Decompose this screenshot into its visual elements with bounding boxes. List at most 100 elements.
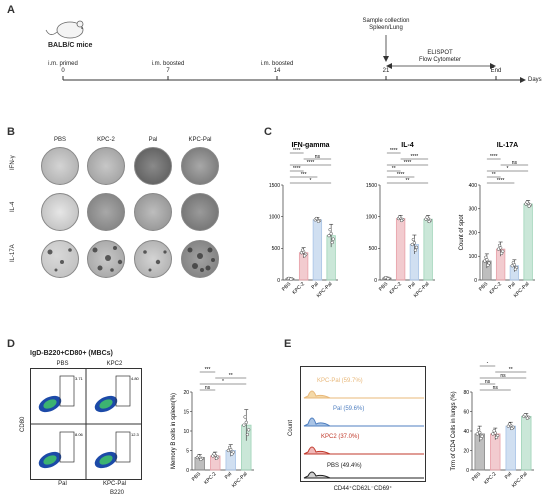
event-day-1: 7	[166, 68, 170, 74]
flow-gate-value: 8.06	[75, 432, 84, 437]
data-point	[302, 254, 307, 258]
data-point	[316, 219, 321, 224]
y-tick-label: 60	[463, 409, 469, 415]
elispot-well	[181, 147, 219, 185]
significance-label: ns	[500, 373, 506, 379]
data-point	[244, 420, 248, 425]
significance-label: ****	[490, 154, 498, 160]
panel-c-letter: C	[264, 126, 272, 138]
x-tick-label: KPC-Pal	[513, 281, 531, 299]
axis-unit-days: Days	[528, 77, 542, 83]
significance-label: **	[392, 166, 396, 172]
y-tick-label: 500	[272, 246, 281, 252]
panel-d-letter: D	[7, 338, 15, 350]
y-tick-label: 5	[186, 448, 189, 454]
data-point	[247, 428, 251, 432]
hist-x-axis: CD44⁺CD62L⁻CD69⁺	[333, 486, 393, 492]
flow-label-pbs: PBS	[56, 361, 69, 367]
significance-label: *	[487, 362, 489, 367]
panel-e-letter: E	[284, 338, 292, 350]
significance-label: ****	[293, 148, 301, 154]
significance-label: ****	[390, 148, 398, 154]
data-point	[331, 237, 335, 241]
elispot-well	[134, 193, 172, 231]
x-tick-label: KPC-2	[203, 471, 218, 486]
y-tick-label: 1000	[366, 214, 377, 220]
x-tick-label: Pal	[504, 471, 513, 480]
hist-label-pal: Pal (59.6%)	[333, 406, 365, 412]
x-tick-label: KPC-2	[488, 281, 503, 296]
elispot-row-il17a: IL-17A	[10, 244, 16, 262]
data-point	[314, 216, 319, 221]
histogram-pal	[303, 417, 424, 427]
data-point	[484, 255, 488, 259]
flow-gates	[59, 375, 131, 463]
y-tick-label: 20	[183, 390, 189, 396]
chart-title: IL-17A	[497, 142, 518, 149]
event-label-0: i.m. primed	[48, 61, 78, 67]
significance-label: **	[406, 178, 410, 184]
bar	[521, 415, 532, 471]
data-point	[486, 263, 490, 267]
data-point	[230, 452, 234, 456]
y-axis-label: Memory B cells in spleen(%)	[171, 393, 177, 469]
data-point	[196, 454, 201, 458]
data-point	[497, 243, 502, 248]
y-tick-label: 0	[474, 278, 477, 284]
y-axis-label: Trm of CD4 Cells in lungs (%)	[451, 391, 457, 470]
significance-label: ****	[307, 160, 315, 166]
flow-label-kpcpal: KPC-Pal	[102, 481, 126, 487]
y-tick-label: 1500	[269, 183, 280, 189]
elispot-well	[181, 193, 219, 231]
data-point	[412, 241, 417, 245]
significance-label: ****	[497, 178, 505, 184]
data-point	[525, 200, 529, 204]
data-point	[475, 432, 479, 436]
data-point	[414, 245, 419, 250]
flow-cluster	[38, 395, 118, 469]
data-point	[411, 237, 416, 242]
data-point	[425, 215, 429, 219]
data-point	[243, 415, 247, 419]
data-point	[510, 426, 514, 431]
significance-label: ****	[397, 172, 405, 178]
data-point	[492, 429, 496, 433]
elispot-well	[41, 240, 79, 278]
significance-label: ****	[410, 154, 418, 160]
timeline-figure	[45, 20, 526, 83]
significance-label: ***	[205, 367, 211, 373]
significance-label: *	[310, 178, 312, 184]
elispot-row-il4: IL-4	[10, 201, 16, 212]
bar	[423, 218, 433, 281]
x-tick-label: KPC-Pal	[231, 471, 249, 489]
significance-label: **	[492, 172, 496, 178]
data-point	[410, 242, 414, 247]
elispot-col-pbs: PBS	[53, 137, 66, 143]
data-point	[494, 435, 499, 440]
bar	[523, 203, 533, 281]
data-point	[507, 422, 512, 426]
x-tick-label: Pal	[507, 281, 516, 290]
y-tick-label: 0	[374, 278, 377, 284]
elispot-well	[181, 240, 219, 278]
assay-label: ELISPOT Flow Cytometer	[418, 50, 461, 63]
y-tick-label: 80	[463, 390, 469, 396]
flow-gate-value: 3.71	[75, 376, 84, 381]
significance-label: ns	[205, 385, 211, 391]
hist-label-pbs: PBS (49.4%)	[327, 463, 362, 469]
elispot-col-pal: Pal	[148, 137, 158, 143]
y-tick-label: 100	[469, 254, 478, 260]
y-tick-label: 300	[469, 207, 478, 213]
event-day-0: 0	[61, 68, 65, 74]
histogram-plot	[300, 366, 426, 482]
flow-title: IgD-B220+CD80+ (MBCs)	[30, 350, 113, 357]
significance-label: ns	[315, 154, 321, 160]
significance-label: **	[509, 367, 513, 373]
x-tick-label: Pal	[407, 281, 416, 290]
mouse-label: BALB/C mice	[48, 42, 93, 49]
y-tick-label: 500	[369, 246, 378, 252]
